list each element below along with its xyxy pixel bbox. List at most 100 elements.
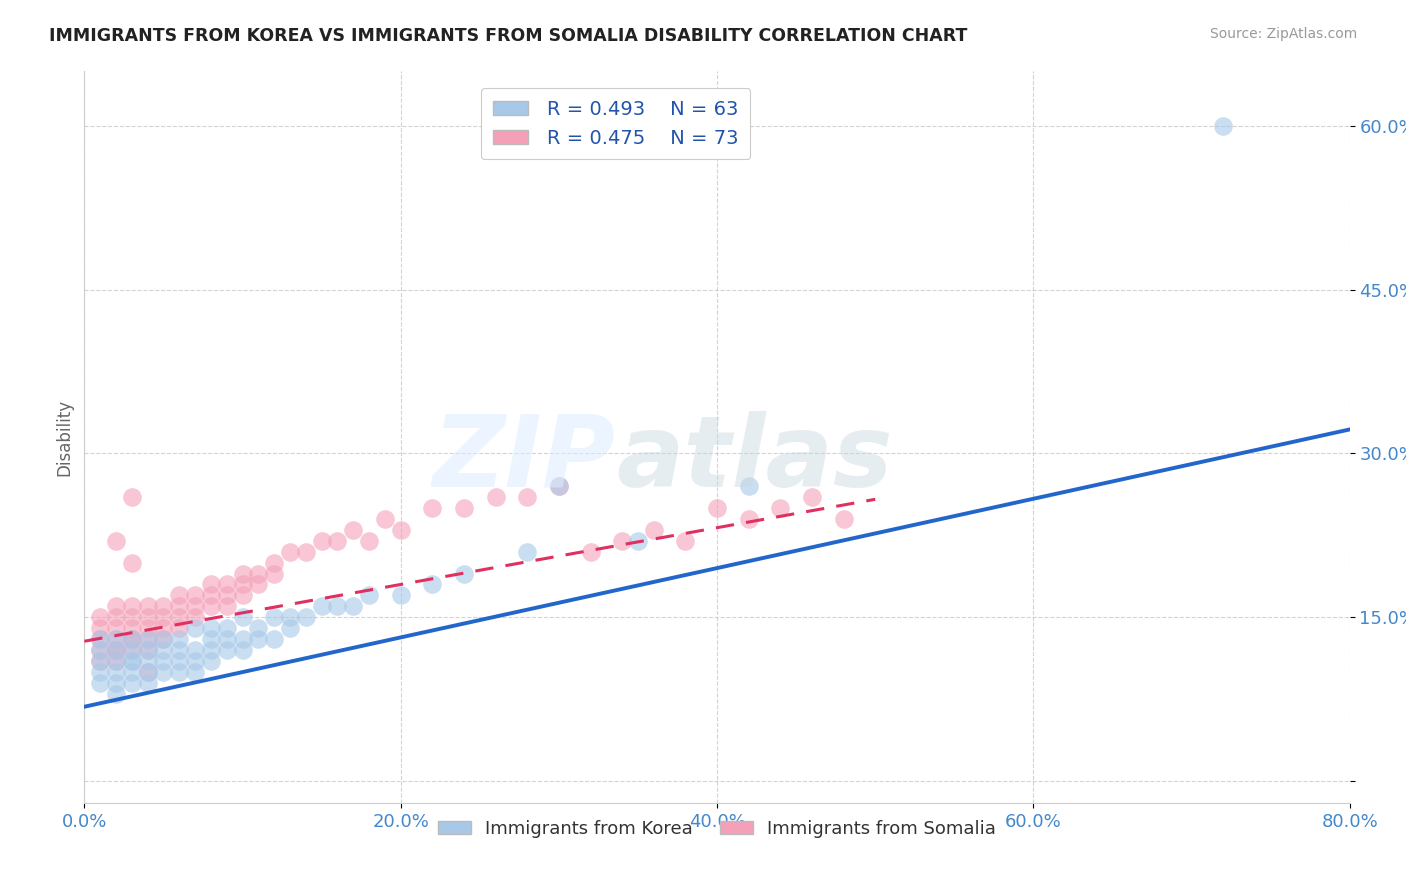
Point [121, 654, 143, 668]
Point [89, 621, 111, 635]
Point [357, 533, 380, 548]
Point [152, 632, 174, 646]
Point [184, 665, 207, 679]
Point [422, 577, 444, 591]
Text: Source: ZipAtlas.com: Source: ZipAtlas.com [1209, 27, 1357, 41]
Point [548, 479, 571, 493]
Point [136, 643, 159, 657]
Point [389, 588, 412, 602]
Point [169, 621, 191, 635]
Point [200, 654, 222, 668]
Point [136, 610, 159, 624]
Point [121, 665, 143, 679]
Point [121, 621, 143, 635]
Point [516, 490, 538, 504]
Point [295, 545, 318, 559]
Point [200, 643, 222, 657]
Point [136, 675, 159, 690]
Point [169, 588, 191, 602]
Point [89, 610, 111, 624]
Point [1212, 119, 1234, 133]
Point [263, 556, 285, 570]
Point [89, 632, 111, 646]
Point [769, 501, 792, 516]
Point [169, 654, 191, 668]
Point [215, 599, 238, 614]
Point [357, 588, 380, 602]
Point [121, 610, 143, 624]
Point [121, 632, 143, 646]
Point [389, 523, 412, 537]
Point [215, 577, 238, 591]
Point [89, 643, 111, 657]
Point [263, 566, 285, 581]
Point [169, 643, 191, 657]
Point [105, 632, 127, 646]
Point [105, 665, 127, 679]
Point [184, 599, 207, 614]
Point [295, 610, 318, 624]
Point [136, 621, 159, 635]
Point [121, 643, 143, 657]
Point [105, 643, 127, 657]
Point [263, 632, 285, 646]
Point [200, 621, 222, 635]
Point [152, 610, 174, 624]
Point [422, 501, 444, 516]
Point [374, 512, 396, 526]
Point [311, 599, 333, 614]
Point [231, 632, 254, 646]
Point [200, 632, 222, 646]
Point [801, 490, 824, 504]
Point [136, 654, 159, 668]
Point [516, 545, 538, 559]
Point [326, 599, 349, 614]
Point [136, 599, 159, 614]
Point [184, 654, 207, 668]
Point [105, 687, 127, 701]
Text: IMMIGRANTS FROM KOREA VS IMMIGRANTS FROM SOMALIA DISABILITY CORRELATION CHART: IMMIGRANTS FROM KOREA VS IMMIGRANTS FROM… [49, 27, 967, 45]
Point [215, 621, 238, 635]
Point [121, 632, 143, 646]
Point [675, 533, 697, 548]
Point [231, 588, 254, 602]
Point [121, 490, 143, 504]
Point [121, 675, 143, 690]
Point [121, 599, 143, 614]
Point [105, 654, 127, 668]
Point [169, 599, 191, 614]
Point [121, 643, 143, 657]
Point [342, 523, 364, 537]
Point [342, 599, 364, 614]
Point [484, 490, 508, 504]
Point [136, 665, 159, 679]
Point [89, 665, 111, 679]
Point [737, 479, 759, 493]
Text: ZIP: ZIP [433, 410, 616, 508]
Point [184, 610, 207, 624]
Point [548, 479, 571, 493]
Point [169, 632, 191, 646]
Point [453, 501, 475, 516]
Point [247, 566, 270, 581]
Point [89, 654, 111, 668]
Point [169, 665, 191, 679]
Point [136, 665, 159, 679]
Text: atlas: atlas [616, 410, 893, 508]
Point [105, 654, 127, 668]
Point [169, 610, 191, 624]
Point [215, 632, 238, 646]
Point [152, 665, 174, 679]
Point [326, 533, 349, 548]
Point [136, 632, 159, 646]
Point [136, 643, 159, 657]
Point [612, 533, 634, 548]
Point [121, 632, 143, 646]
Point [136, 632, 159, 646]
Point [453, 566, 475, 581]
Point [105, 632, 127, 646]
Point [706, 501, 728, 516]
Point [121, 556, 143, 570]
Point [231, 566, 254, 581]
Point [89, 632, 111, 646]
